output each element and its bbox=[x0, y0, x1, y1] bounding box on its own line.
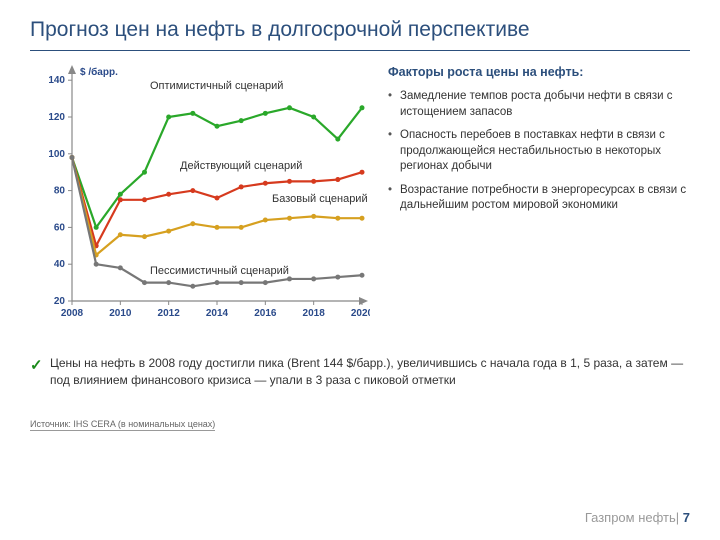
footer-company: Газпром нефть bbox=[585, 510, 676, 525]
footer-sep: | bbox=[676, 510, 683, 525]
svg-text:2020: 2020 bbox=[351, 308, 370, 319]
series-label-optimistic: Оптимистичный сценарий bbox=[150, 80, 283, 92]
page-footer: Газпром нефть| 7 bbox=[585, 510, 690, 525]
svg-text:2010: 2010 bbox=[109, 308, 132, 319]
factors-column: Факторы роста цены на нефть: • Замедлени… bbox=[388, 65, 690, 325]
svg-text:40: 40 bbox=[54, 259, 66, 270]
bullet-dot-icon: • bbox=[388, 183, 400, 214]
source-text: Источник: IHS CERA (в номинальных ценах) bbox=[30, 419, 215, 431]
bullet-dot-icon: • bbox=[388, 128, 400, 175]
factors-header: Факторы роста цены на нефть: bbox=[388, 65, 690, 79]
factor-bullet: • Опасность перебоев в поставках нефти в… bbox=[388, 128, 690, 175]
factor-bullet: • Замедление темпов роста добычи нефти в… bbox=[388, 89, 690, 120]
chart-column: 20 40 60 80 100 120 140 2008 2010 2012 2014 2016 201… bbox=[30, 65, 370, 325]
conclusion-row: ✓ Цены на нефть в 2008 году достигли пик… bbox=[30, 355, 690, 389]
series-label-active: Действующий сценарий bbox=[180, 160, 302, 172]
svg-text:2012: 2012 bbox=[158, 308, 181, 319]
factor-text: Замедление темпов роста добычи нефти в с… bbox=[400, 89, 690, 120]
footer-page: 7 bbox=[683, 510, 690, 525]
factor-text: Опасность перебоев в поставках нефти в с… bbox=[400, 128, 690, 175]
content-row: 20 40 60 80 100 120 140 2008 2010 2012 2014 2016 201… bbox=[30, 65, 690, 325]
series-label-base: Базовый сценарий bbox=[272, 193, 368, 205]
svg-text:140: 140 bbox=[48, 75, 65, 86]
svg-text:2014: 2014 bbox=[206, 308, 229, 319]
conclusion-text: Цены на нефть в 2008 году достигли пика … bbox=[50, 355, 690, 389]
svg-text:60: 60 bbox=[54, 222, 66, 233]
bullet-dot-icon: • bbox=[388, 89, 400, 120]
svg-text:100: 100 bbox=[48, 149, 65, 160]
svg-text:120: 120 bbox=[48, 112, 65, 123]
factor-text: Возрастание потребности в энергоресурсах… bbox=[400, 183, 690, 214]
svg-text:2018: 2018 bbox=[303, 308, 326, 319]
series-label-pessimistic: Пессимистичный сценарий bbox=[150, 265, 289, 277]
svg-text:2008: 2008 bbox=[61, 308, 84, 319]
svg-text:2016: 2016 bbox=[254, 308, 277, 319]
page-title: Прогноз цен на нефть в долгосрочной перс… bbox=[30, 18, 690, 51]
svg-text:20: 20 bbox=[54, 296, 66, 307]
svg-text:80: 80 bbox=[54, 186, 66, 197]
checkmark-icon: ✓ bbox=[30, 355, 50, 389]
svg-text:$ /барр.: $ /барр. bbox=[80, 66, 118, 78]
factor-bullet: • Возрастание потребности в энергоресурс… bbox=[388, 183, 690, 214]
chart-container: 20 40 60 80 100 120 140 2008 2010 2012 2014 2016 201… bbox=[30, 65, 370, 325]
